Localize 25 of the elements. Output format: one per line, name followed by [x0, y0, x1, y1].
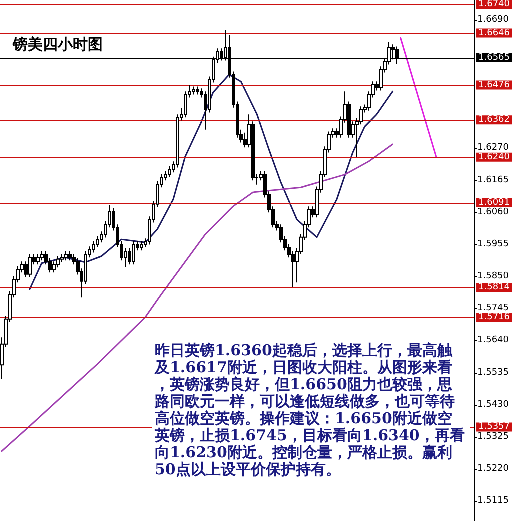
annotation: 昨日英镑1.6360起稳后，选择上行，最高触及1.6617附近，日图收大阳柱。从图形来看，英镑涨势良好，但1.6650阻力也较强，思路同欧元一样，可以逢低短线做多，也可等待高位做空英镑。操作建议：1.6650附近做空英镑，止损1.6745，目标看向1.6340，再看向1.6230附近。控制仓量，严格止损。赢利50点以上设平价保护持有。: [154, 342, 465, 478]
y-tick-label: 1.5220: [478, 464, 510, 474]
y-tick-label: 1.5850: [478, 272, 510, 282]
y-tick-label: 1.6270: [478, 143, 510, 154]
ref-line-label: 1.6091: [478, 198, 510, 208]
y-tick-label: 1.5430: [478, 400, 510, 410]
ref-line-label: 1.6362: [478, 115, 510, 126]
y-tick-label: 1.6690: [478, 14, 510, 25]
y-tick-label: 1.5640: [478, 336, 510, 346]
ref-line-label: 1.6740: [478, 0, 510, 10]
y-tick-label: 1.5535: [478, 368, 510, 378]
ref-line-label: 1.6565: [478, 53, 510, 64]
ref-line-label: 1.6240: [478, 152, 510, 162]
y-tick-label: 1.5115: [478, 496, 510, 506]
ref-line-label: 1.5814: [478, 282, 510, 293]
ref-line-label: 1.6476: [478, 80, 510, 90]
y-tick-label: 1.6165: [478, 175, 510, 186]
ref-line-label: 1.5716: [478, 312, 510, 322]
ref-line-label: 1.6646: [478, 28, 510, 38]
y-tick-label: 1.5325: [478, 432, 510, 442]
y-tick-label: 1.5745: [478, 304, 510, 314]
y-tick-label: 1.6060: [478, 207, 510, 218]
y-tick-label: 1.5955: [478, 239, 510, 250]
ref-line-label: 1.5357: [478, 422, 510, 432]
text: 镑美四小时图: [12, 36, 103, 54]
